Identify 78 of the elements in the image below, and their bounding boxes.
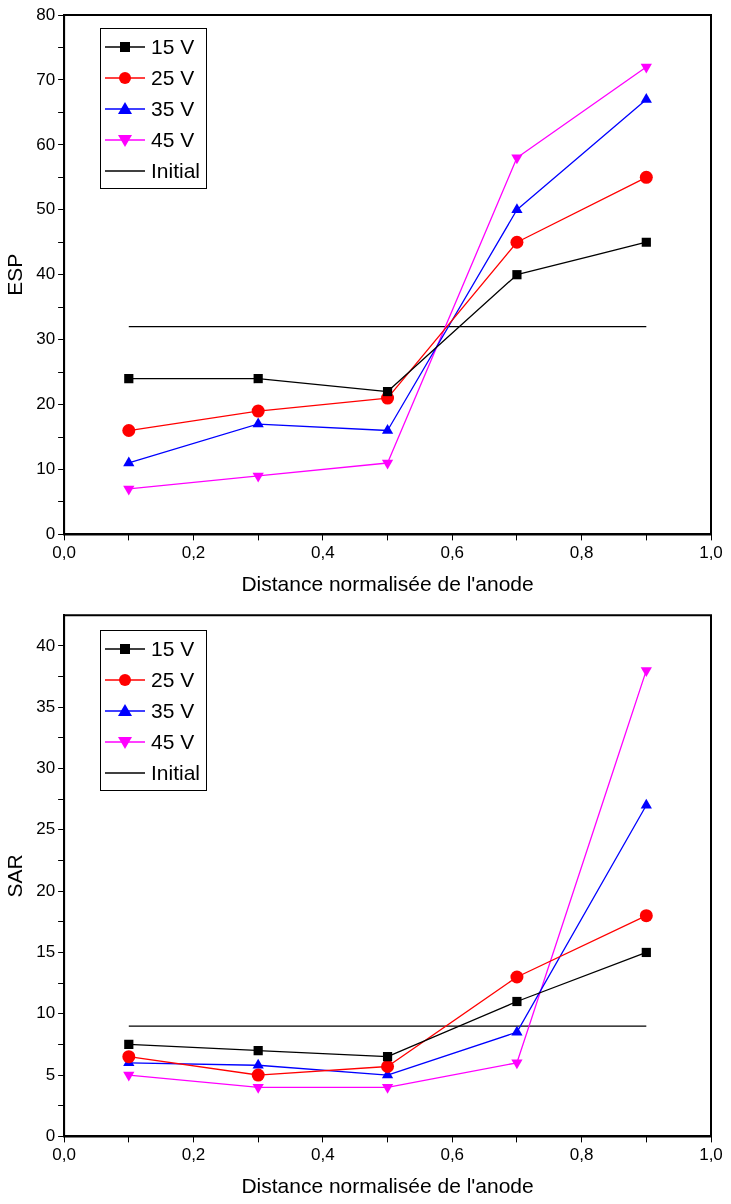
point: [511, 203, 523, 214]
y-tick-label: 10: [36, 459, 56, 479]
point: [123, 456, 135, 467]
x-tick-label: 1,0: [699, 543, 723, 563]
x-axis-title: Distance normalisée de l'anode: [241, 1174, 534, 1198]
point: [381, 424, 394, 434]
point: [640, 667, 652, 677]
y-tick-label: 20: [36, 880, 56, 900]
y-tick-label: 20: [36, 394, 56, 414]
x-tick-label: 0,0: [52, 1145, 76, 1165]
point: [512, 270, 522, 280]
y-tick-label: 80: [36, 4, 56, 24]
legend-label: Initial: [151, 158, 201, 184]
point: [381, 459, 394, 470]
legend-label: 15 V: [151, 34, 195, 60]
x-axis-title: Distance normalisée de l'anode: [241, 572, 534, 596]
legend-label: 35 V: [151, 96, 195, 122]
y-tick-label: 40: [36, 264, 56, 284]
y-axis-title: SAR: [3, 854, 27, 898]
y-tick-label: 50: [36, 199, 56, 219]
point: [253, 1045, 263, 1056]
x-tick-label: 0,8: [569, 1145, 594, 1165]
point: [381, 1060, 395, 1073]
x-tick-label: 0,4: [311, 1145, 335, 1165]
x-tick-label: 0,0: [52, 543, 76, 563]
point: [639, 909, 653, 923]
y-tick-label: 60: [36, 134, 56, 154]
y-tick-label: 25: [36, 819, 56, 839]
point: [123, 485, 135, 496]
point: [252, 472, 264, 483]
point: [382, 1052, 393, 1062]
point: [641, 237, 651, 247]
y-tick-label: 30: [36, 329, 56, 349]
point: [511, 1025, 523, 1036]
legend-label: 25 V: [151, 65, 195, 91]
point: [252, 1084, 264, 1094]
x-tick-label: 0,6: [440, 543, 465, 563]
legend-label: 45 V: [151, 127, 195, 153]
point: [381, 1084, 394, 1094]
y-tick-label: 35: [36, 696, 56, 716]
point: [124, 373, 134, 384]
legend-label: 15 V: [151, 636, 195, 662]
legend-label: 45 V: [151, 729, 195, 755]
point: [641, 947, 651, 958]
y-tick-label: 5: [45, 1064, 56, 1084]
y-tick-label: 15: [36, 942, 56, 962]
y-tick-label: 40: [36, 635, 56, 655]
y-axis-title: ESP: [3, 253, 27, 296]
point: [122, 424, 136, 438]
y-tick-label: 10: [36, 1003, 56, 1023]
point: [123, 1071, 135, 1082]
x-tick-label: 0,2: [181, 543, 206, 563]
point: [511, 1059, 523, 1070]
point: [510, 235, 524, 249]
point: [251, 404, 265, 418]
point: [124, 1039, 134, 1050]
legend-label: 35 V: [151, 698, 195, 724]
point: [382, 386, 393, 397]
legend-label: 25 V: [151, 667, 195, 693]
point: [253, 373, 263, 384]
point: [251, 1068, 265, 1082]
point: [252, 417, 264, 428]
x-tick-label: 1,0: [699, 1145, 723, 1165]
y-tick-label: 0: [45, 524, 56, 544]
y-tick-label: 30: [36, 758, 56, 778]
legend-label: Initial: [151, 760, 201, 786]
y-tick-label: 70: [36, 69, 56, 89]
point: [512, 996, 522, 1007]
x-tick-label: 0,6: [440, 1145, 465, 1165]
x-tick-label: 0,8: [569, 543, 594, 563]
x-tick-label: 0,2: [181, 1145, 206, 1165]
point: [639, 170, 653, 184]
point: [122, 1050, 136, 1064]
x-tick-label: 0,4: [311, 543, 335, 563]
point: [640, 92, 652, 103]
point: [510, 970, 524, 984]
y-tick-label: 0: [45, 1126, 56, 1146]
point: [252, 1058, 264, 1069]
